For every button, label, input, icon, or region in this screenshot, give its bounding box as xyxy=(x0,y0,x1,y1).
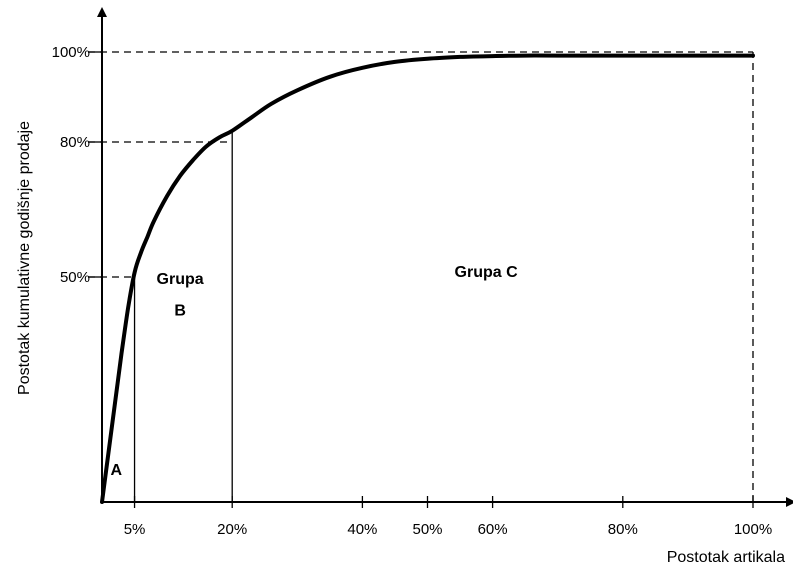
x-axis-label: Postotak artikala xyxy=(667,549,785,566)
y-tick-label: 100% xyxy=(52,44,90,61)
x-tick-label: 80% xyxy=(608,521,638,538)
reference-lines xyxy=(88,51,754,502)
axes xyxy=(97,7,793,507)
y-axis-ticks: 50% 80% 100% xyxy=(52,44,102,286)
region-label: Grupa C xyxy=(455,264,519,281)
y-tick-label: 80% xyxy=(60,134,90,151)
x-tick-label: 50% xyxy=(412,521,442,538)
y-tick-label: 50% xyxy=(60,269,90,286)
y-axis-label: Postotak kumulativne godišnje prodaje xyxy=(16,121,33,395)
series-line-cumulative-sales xyxy=(100,53,755,504)
x-tick-label: 5% xyxy=(124,521,146,538)
x-axis-ticks: 5% 20% 40% 50% 60% 80% 100% xyxy=(124,496,772,538)
region-label: Grupa xyxy=(157,271,204,288)
x-tick-label: 100% xyxy=(734,521,772,538)
region-labels: A Grupa B Grupa C xyxy=(111,264,519,479)
region-label: B xyxy=(174,302,186,319)
x-tick-label: 60% xyxy=(478,521,508,538)
x-tick-label: 20% xyxy=(217,521,247,538)
x-tick-label: 40% xyxy=(347,521,377,538)
region-label: A xyxy=(111,462,123,479)
